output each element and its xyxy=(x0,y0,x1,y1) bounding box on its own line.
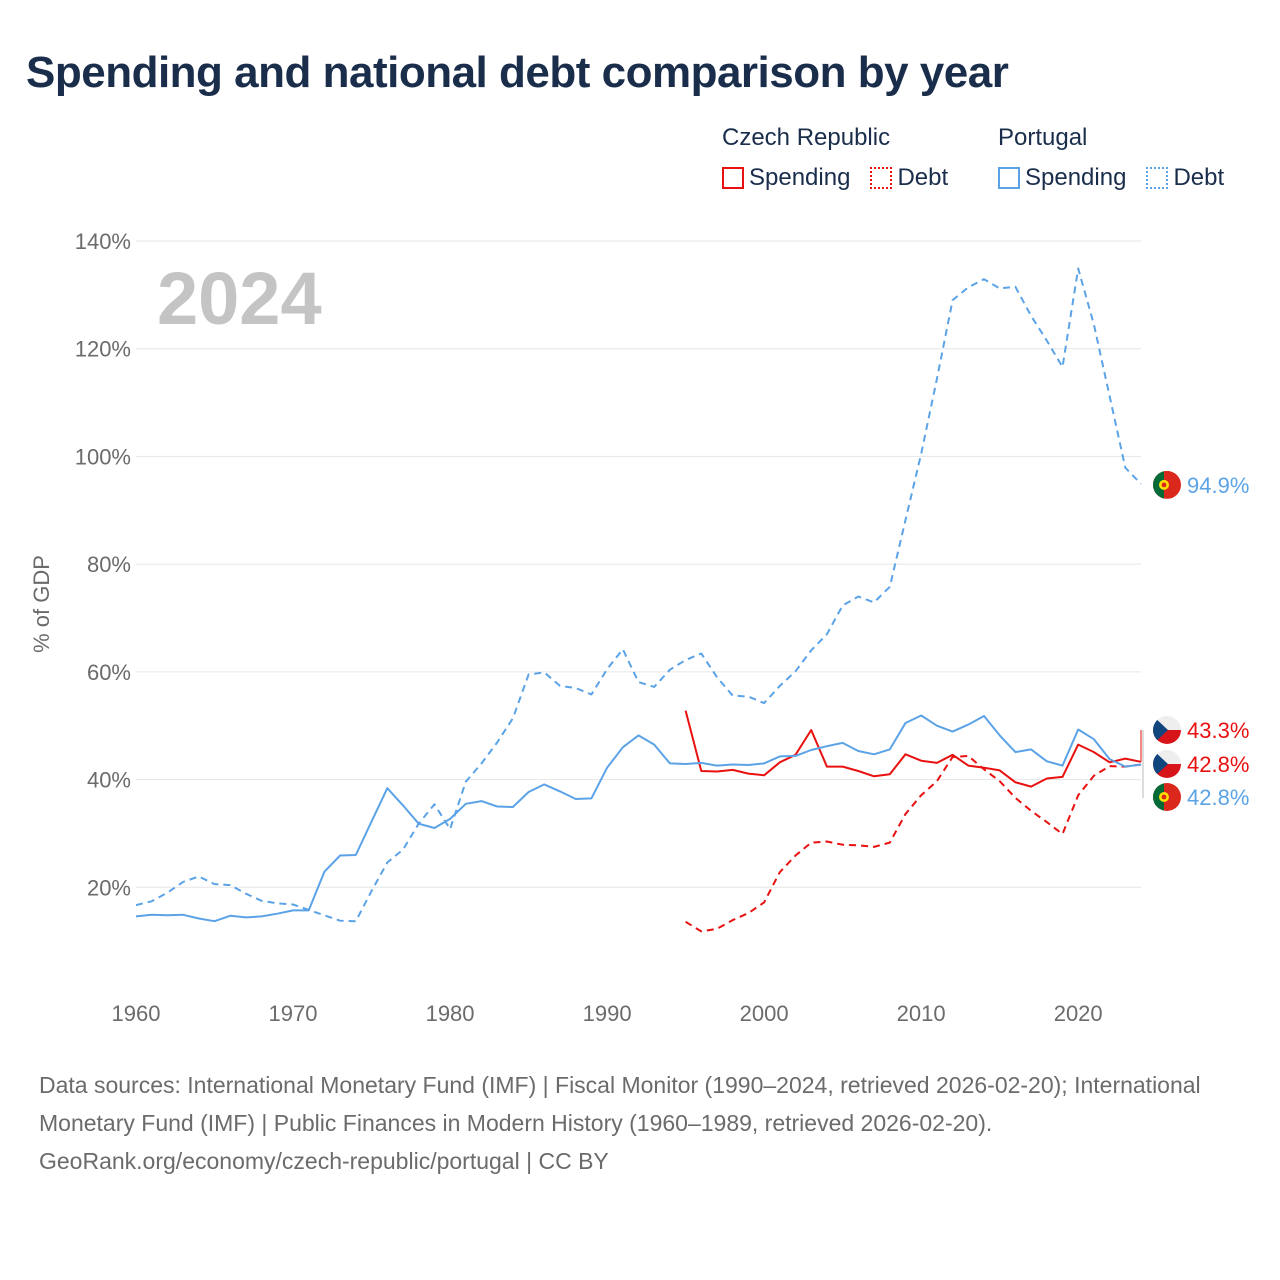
x-tick-label: 2000 xyxy=(740,1001,789,1026)
legend-item-portugal-debt[interactable]: Debt xyxy=(1146,164,1224,192)
x-tick-label: 2010 xyxy=(897,1001,946,1026)
end-value-label-czech-debt: 42.8% xyxy=(1187,752,1249,777)
legend-label-portugal-spending: Spending xyxy=(1025,164,1127,191)
chart-title: Spending and national debt comparison by… xyxy=(26,48,1009,97)
footer: Data sources: International Monetary Fun… xyxy=(39,1066,1239,1180)
y-tick-label: 40% xyxy=(87,768,131,793)
legend-label-czech-debt: Debt xyxy=(897,164,949,191)
legend-item-czech-debt[interactable]: Debt xyxy=(870,164,948,192)
x-tick-label: 1980 xyxy=(426,1001,475,1026)
czech-flag-icon-czech-spending xyxy=(1153,716,1181,744)
portugal-flag-icon-portugal-debt xyxy=(1153,470,1181,499)
legend-item-czech-spending[interactable]: Spending xyxy=(722,164,850,192)
end-value-label-portugal-debt: 94.9% xyxy=(1187,473,1249,498)
y-tick-label: 140% xyxy=(75,229,131,254)
y-tick-label: 80% xyxy=(87,552,131,577)
legend-swatch-czech-debt xyxy=(870,167,893,189)
series-line-portugal-spending xyxy=(135,714,1142,923)
legend-swatch-czech-spending xyxy=(722,167,744,189)
legend-portugal: Portugal Spending Debt xyxy=(998,124,1224,192)
legend-label-czech-spending: Spending xyxy=(749,164,851,191)
legend-label-portugal-debt: Debt xyxy=(1173,164,1225,191)
czech-flag-icon-czech-debt xyxy=(1153,750,1181,778)
credit-link[interactable]: GeoRank.org/economy/czech-republic/portu… xyxy=(39,1148,609,1174)
y-tick-label: 60% xyxy=(87,660,131,685)
x-tick-label: 1960 xyxy=(112,1001,161,1026)
legend-portugal-title: Portugal xyxy=(998,124,1088,151)
year-label: 2024 xyxy=(157,257,322,340)
portugal-flag-icon-portugal-spending xyxy=(1153,783,1181,811)
y-tick-label: 20% xyxy=(87,875,131,900)
legend-swatch-portugal-debt xyxy=(1146,167,1169,189)
legend-czech-republic: Czech Republic Spending Debt xyxy=(722,124,948,192)
end-value-label-czech-spending: 43.3% xyxy=(1187,718,1249,743)
legend-item-portugal-spending[interactable]: Spending xyxy=(998,164,1126,192)
x-tick-label: 2020 xyxy=(1054,1001,1103,1026)
data-sources: Data sources: International Monetary Fun… xyxy=(39,1072,1201,1136)
y-tick-label: 120% xyxy=(75,337,131,362)
x-tick-label: 1970 xyxy=(269,1001,318,1026)
series-line-czech-republic-spending xyxy=(684,710,1142,788)
end-value-label-portugal-spending: 42.8% xyxy=(1187,785,1249,810)
y-axis-label: % of GDP xyxy=(29,555,54,653)
x-tick-label: 1990 xyxy=(583,1001,632,1026)
legend-swatch-portugal-spending xyxy=(998,167,1020,189)
series-line-portugal-debt xyxy=(135,267,1142,923)
legend-czech-title: Czech Republic xyxy=(722,124,891,151)
series-line-czech-republic-debt xyxy=(685,754,1142,933)
y-tick-label: 100% xyxy=(75,444,131,469)
